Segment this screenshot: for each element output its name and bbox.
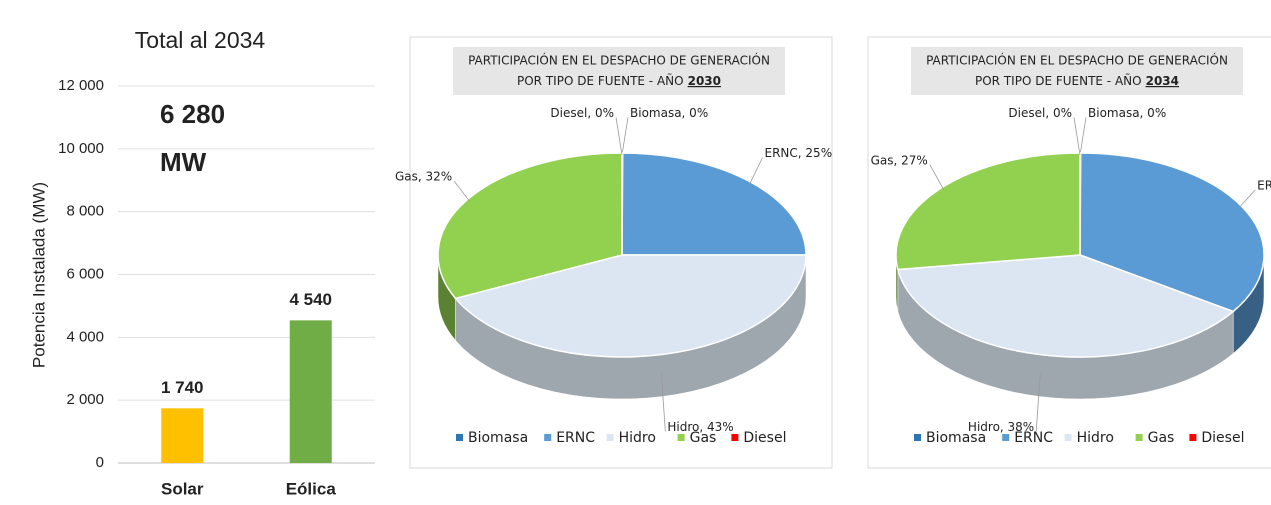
data-label: Biomasa, 0% <box>630 106 708 120</box>
y-tick-label: 10 000 <box>58 140 104 157</box>
pie-slice <box>895 152 1081 271</box>
legend-label: Gas <box>690 430 717 446</box>
data-label: 4 540 <box>289 290 332 309</box>
legend-label: Diesel <box>743 430 786 446</box>
leader-line <box>1073 117 1081 156</box>
leader-line <box>1238 189 1256 209</box>
title-year: 2034 <box>1146 74 1179 88</box>
pie-slice <box>896 254 1235 358</box>
y-tick-label: 0 <box>96 454 104 471</box>
legend-label: Hidro <box>1077 430 1114 446</box>
annotation: MW <box>160 147 207 177</box>
data-label: Diesel, 0% <box>1008 106 1072 120</box>
pie-slice <box>621 152 807 256</box>
data-label: ERNC, 34% <box>1257 178 1271 192</box>
chart-title-line: POR TIPO DE FUENTE - AÑO 2034 <box>975 73 1179 88</box>
data-label: Gas, 32% <box>395 170 452 184</box>
chart-title-line: PARTICIPACIÓN EN EL DESPACHO DE GENERACI… <box>926 53 1228 68</box>
legend-swatch <box>914 434 921 441</box>
legend-swatch <box>1064 434 1072 441</box>
leader-line <box>621 117 629 156</box>
leader-line <box>929 164 945 190</box>
pie-slice <box>437 152 623 300</box>
leader-line <box>1079 117 1087 156</box>
y-axis-label: Potencia Instalada (MW) <box>29 182 48 368</box>
y-tick-label: 4 000 <box>66 328 104 345</box>
leader-line <box>453 180 471 202</box>
data-label: ERNC, 25% <box>765 146 833 160</box>
data-label: Gas, 27% <box>871 153 928 167</box>
pie-chart: PARTICIPACIÓN EN EL DESPACHO DE GENERACI… <box>395 53 832 447</box>
leader-line <box>660 373 666 432</box>
x-tick-label: Solar <box>161 479 204 498</box>
title-band <box>911 47 1243 95</box>
pie-chart: PARTICIPACIÓN EN EL DESPACHO DE GENERACI… <box>871 53 1271 447</box>
legend-label: Hidro <box>619 430 656 446</box>
legend-swatch <box>1189 434 1197 441</box>
annotation: 6 280 <box>160 99 225 129</box>
legend-label: ERNC <box>1014 430 1053 446</box>
legend-swatch <box>1135 434 1143 441</box>
bar <box>161 408 204 463</box>
chart-title-line: POR TIPO DE FUENTE - AÑO 2030 <box>517 73 721 88</box>
y-tick-label: 6 000 <box>66 265 104 282</box>
data-label: Hidro, 43% <box>667 420 733 434</box>
title-band <box>453 47 785 95</box>
legend-swatch <box>544 434 552 441</box>
title-text: POR TIPO DE FUENTE - AÑO <box>517 73 684 88</box>
legend-swatch <box>677 434 685 441</box>
leader-line <box>615 117 623 156</box>
legend-label: Diesel <box>1201 430 1244 446</box>
y-tick-label: 12 000 <box>58 77 104 94</box>
legend-swatch <box>1002 434 1010 441</box>
chart-title: Total al 2034 <box>135 27 266 53</box>
legend-label: Gas <box>1148 430 1175 446</box>
bar <box>289 320 332 463</box>
data-label: Biomasa, 0% <box>1088 106 1166 120</box>
title-year: 2030 <box>688 74 721 88</box>
pie-slice <box>1079 152 1082 256</box>
legend-swatch <box>456 434 463 441</box>
legend-swatch <box>606 434 614 441</box>
y-tick-label: 2 000 <box>66 391 104 408</box>
legend-label: Biomasa <box>468 430 528 446</box>
pie-slice <box>454 254 807 358</box>
chart-title-line: PARTICIPACIÓN EN EL DESPACHO DE GENERACI… <box>468 53 770 68</box>
legend-swatch <box>731 434 739 441</box>
data-label: Diesel, 0% <box>550 106 614 120</box>
leader-line <box>749 157 763 185</box>
data-label: Hidro, 38% <box>968 420 1034 434</box>
y-tick-label: 8 000 <box>66 203 104 220</box>
x-tick-label: Eólica <box>286 479 337 498</box>
data-label: 1 740 <box>161 378 204 397</box>
legend-label: Biomasa <box>926 430 986 446</box>
leader-line <box>1035 373 1041 432</box>
title-text: POR TIPO DE FUENTE - AÑO <box>975 73 1142 88</box>
legend-label: ERNC <box>556 430 595 446</box>
pie-slice <box>621 152 624 256</box>
